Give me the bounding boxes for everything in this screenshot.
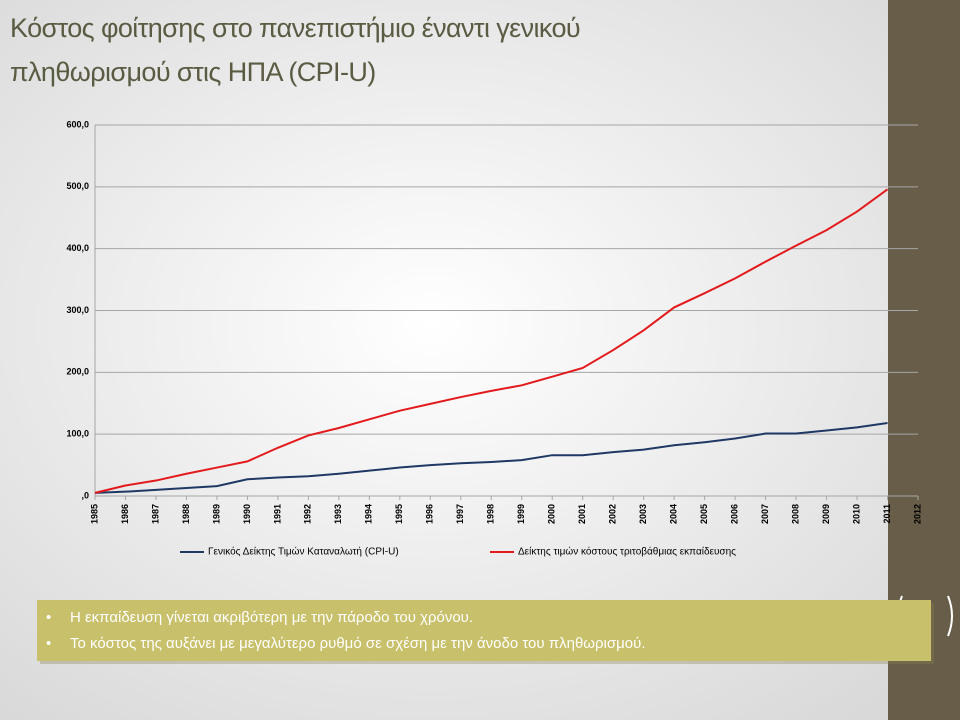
x-tick-label: 1987	[150, 504, 160, 524]
x-tick-label: 2000	[547, 504, 557, 524]
series-line	[94, 188, 889, 494]
x-tick-label: 1998	[486, 504, 496, 524]
x-tick-label: 1991	[272, 504, 282, 524]
y-tick-label: 600,0	[66, 119, 89, 129]
x-tick-label: 1985	[89, 504, 99, 524]
y-tick-label: 100,0	[66, 429, 89, 439]
x-tick-label: 1986	[120, 504, 130, 524]
x-tick-label: 1995	[394, 504, 404, 524]
x-tick-label: 1996	[425, 504, 435, 524]
y-tick-label: 500,0	[66, 181, 89, 191]
x-tick-label: 2006	[729, 504, 739, 524]
x-tick-label: 2009	[821, 504, 831, 524]
x-tick-label: 2012	[912, 504, 922, 524]
bullet-mark: •	[46, 635, 51, 652]
x-tick-label: 1999	[516, 504, 526, 524]
chart-title: Κόστος φοίτησης στο πανεπιστήμιο έναντι …	[10, 13, 580, 43]
x-tick-label: 2001	[577, 504, 587, 524]
y-tick-label: 400,0	[66, 243, 89, 253]
y-tick-label: 200,0	[66, 367, 89, 377]
x-tick-label: 2005	[699, 504, 709, 524]
chart-title: πληθωρισμού στις ΗΠΑ (CPI-U)	[10, 57, 376, 87]
legend-label: Δείκτης τιμών κόστους τριτοβάθμιας εκπαί…	[518, 546, 736, 558]
bullet-text: Η εκπαίδευση γίνεται ακριβότερη με την π…	[70, 609, 473, 626]
x-tick-label: 1992	[303, 504, 313, 524]
x-tick-label: 1994	[364, 504, 374, 524]
legend-label: Γενικός Δείκτης Τιμών Καταναλωτή (CPI-U)	[208, 546, 399, 558]
x-tick-label: 1988	[181, 504, 191, 524]
bullet-text: Το κόστος της αυξάνει με μεγαλύτερο ρυθμ…	[70, 635, 646, 652]
bullet-mark: •	[46, 609, 51, 626]
plot: ,0 100,0 200,0 300,0 400,0 500,0 600,0 1985 1986…	[66, 119, 922, 557]
x-tick-label: 2003	[638, 504, 648, 524]
x-tick-label: 1997	[455, 504, 465, 524]
series-line	[94, 422, 888, 494]
x-tick-label: 2011	[882, 504, 892, 524]
bullet-box	[37, 600, 931, 661]
x-tick-label: 2004	[669, 504, 679, 524]
x-tick-label: 2007	[760, 504, 770, 524]
x-tick-label: 1993	[333, 504, 343, 524]
y-tick-label: ,0	[81, 490, 89, 500]
x-tick-label: 1990	[242, 504, 252, 524]
x-tick-label: 2010	[851, 504, 861, 524]
y-tick-label: 300,0	[66, 305, 89, 315]
x-tick-label: 2008	[790, 504, 800, 524]
x-tick-label: 1989	[211, 504, 221, 524]
x-tick-label: 2002	[608, 504, 618, 524]
